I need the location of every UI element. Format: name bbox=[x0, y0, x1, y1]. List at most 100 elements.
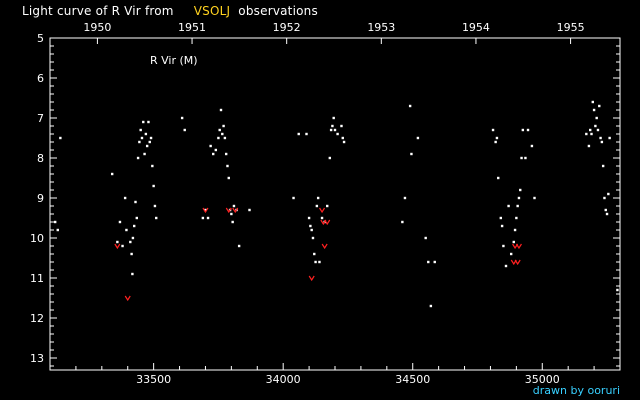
observation-point bbox=[212, 152, 215, 156]
fainter-than-point bbox=[321, 243, 328, 250]
observation-point bbox=[227, 176, 230, 180]
observation-point bbox=[326, 204, 329, 208]
observation-point bbox=[521, 128, 525, 132]
observation-point bbox=[209, 144, 212, 148]
observation-point bbox=[517, 196, 521, 200]
observation-point bbox=[333, 128, 337, 132]
observation-point bbox=[515, 216, 518, 220]
observation-point bbox=[222, 124, 225, 128]
observation-point bbox=[226, 164, 229, 168]
observation-point bbox=[507, 204, 510, 208]
observation-point bbox=[143, 152, 146, 156]
year-tick-label: 1954 bbox=[462, 21, 490, 34]
observation-point bbox=[495, 136, 499, 140]
y-tick-label: 6 bbox=[37, 72, 44, 85]
observation-point bbox=[230, 212, 233, 216]
observation-point bbox=[427, 260, 430, 264]
observation-point bbox=[217, 136, 220, 140]
observation-point bbox=[118, 220, 122, 224]
title-prefix: Light curve of R Vir from bbox=[22, 4, 174, 18]
y-tick-label: 7 bbox=[37, 112, 44, 125]
fainter-than-point bbox=[319, 207, 326, 214]
year-tick-label: 1950 bbox=[83, 21, 111, 34]
fainter-than-point bbox=[324, 219, 331, 226]
observation-point bbox=[59, 136, 62, 140]
year-tick-label: 1953 bbox=[367, 21, 395, 34]
observation-point bbox=[587, 144, 591, 148]
observation-point bbox=[599, 136, 602, 140]
observation-point bbox=[410, 152, 413, 156]
observation-point bbox=[592, 108, 596, 112]
fainter-than-point bbox=[232, 207, 239, 214]
observation-point bbox=[131, 236, 135, 240]
observation-point bbox=[526, 128, 530, 132]
observation-point bbox=[605, 212, 609, 216]
observation-point bbox=[110, 172, 114, 176]
observation-point bbox=[598, 104, 601, 108]
y-tick-label: 12 bbox=[30, 312, 44, 325]
observation-point bbox=[336, 132, 339, 136]
observation-point bbox=[524, 156, 527, 160]
observation-point bbox=[530, 144, 534, 148]
observation-point bbox=[224, 152, 228, 156]
observation-point bbox=[341, 136, 344, 140]
observation-point bbox=[519, 188, 522, 192]
observation-point bbox=[297, 132, 300, 136]
observation-point bbox=[232, 204, 236, 208]
data-points bbox=[53, 100, 619, 308]
observation-point bbox=[596, 128, 600, 132]
observation-point bbox=[316, 196, 320, 200]
fainter-than-point bbox=[308, 275, 315, 282]
observation-point bbox=[329, 128, 333, 132]
observation-point bbox=[133, 224, 136, 228]
year-tick-label: 1955 bbox=[557, 21, 585, 34]
fainter-than-point bbox=[514, 259, 521, 266]
observation-point bbox=[601, 164, 605, 168]
observation-point bbox=[509, 252, 513, 256]
observation-point bbox=[429, 304, 433, 308]
observation-point bbox=[604, 208, 607, 212]
observation-point bbox=[134, 200, 137, 204]
y-tick-label: 8 bbox=[37, 152, 44, 165]
observation-point bbox=[594, 124, 597, 128]
observation-point bbox=[305, 132, 308, 136]
x-tick-label: 34000 bbox=[266, 373, 301, 386]
observation-point bbox=[204, 208, 207, 212]
observation-point bbox=[494, 140, 497, 144]
observation-point bbox=[608, 136, 611, 140]
observation-point bbox=[180, 116, 184, 120]
x-tick-label: 33500 bbox=[136, 373, 171, 386]
y-tick-label: 9 bbox=[37, 192, 44, 205]
y-tick-label: 13 bbox=[30, 352, 44, 365]
observation-point bbox=[491, 128, 495, 132]
fainter-than-point bbox=[114, 243, 121, 250]
observation-point bbox=[332, 116, 335, 120]
observation-point bbox=[595, 116, 598, 120]
observation-point bbox=[123, 196, 127, 200]
observation-point bbox=[125, 228, 128, 232]
observation-point bbox=[148, 140, 151, 144]
observation-point bbox=[248, 208, 251, 212]
observation-point bbox=[499, 216, 503, 220]
fainter-than-point bbox=[515, 243, 522, 250]
observation-point bbox=[56, 228, 59, 232]
axis-ticks bbox=[49, 37, 621, 370]
fainter-than-point bbox=[124, 295, 131, 302]
observation-point bbox=[533, 196, 536, 200]
observation-point bbox=[315, 204, 319, 208]
observation-point bbox=[590, 132, 593, 136]
observation-point bbox=[340, 124, 343, 128]
observation-point bbox=[121, 244, 124, 248]
observation-point bbox=[403, 196, 407, 200]
observation-point bbox=[307, 216, 311, 220]
fainter-than-point bbox=[202, 207, 209, 214]
observation-point bbox=[214, 148, 218, 152]
observation-point bbox=[603, 196, 606, 200]
observation-point bbox=[139, 128, 142, 132]
observation-point bbox=[116, 240, 119, 244]
observation-point bbox=[433, 260, 436, 264]
x-tick-label: 35000 bbox=[525, 373, 560, 386]
observation-point bbox=[313, 252, 316, 256]
observation-point bbox=[311, 236, 315, 240]
observation-point bbox=[585, 132, 588, 136]
